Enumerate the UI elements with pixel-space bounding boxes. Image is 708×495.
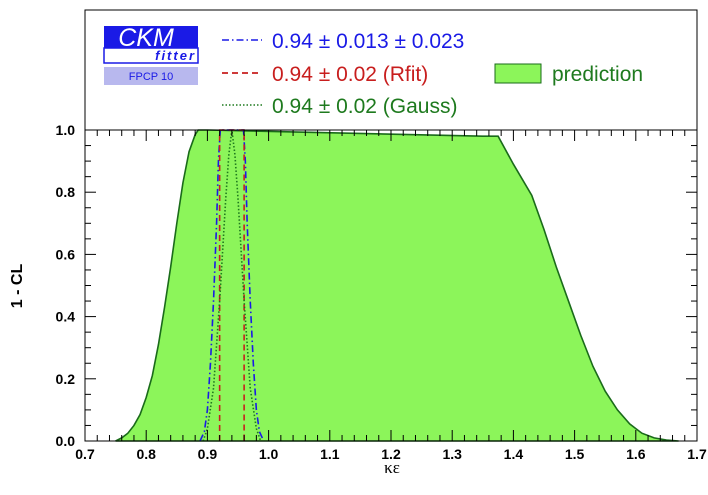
x-tick-label: 1.6 bbox=[626, 446, 646, 462]
legend-swatch-prediction bbox=[494, 63, 542, 84]
y-tick-label: 0.8 bbox=[56, 184, 76, 200]
logo-conf-band bbox=[104, 67, 198, 85]
y-tick-label: 0.0 bbox=[56, 433, 76, 449]
series-layer bbox=[115, 129, 679, 442]
x-tick-label: 0.9 bbox=[198, 446, 218, 462]
x-tick-label: 1.2 bbox=[381, 446, 401, 462]
x-tick-label: 1.1 bbox=[320, 446, 340, 462]
logo-fitter-text: fitter bbox=[155, 48, 196, 63]
legend-label-blue: 0.94 ± 0.013 ± 0.023 bbox=[272, 30, 464, 53]
y-tick-label: 0.4 bbox=[56, 309, 76, 325]
logo-conf-text: FPCP 10 bbox=[129, 71, 173, 83]
x-tick-label: 1.0 bbox=[259, 446, 279, 462]
y-tick-label: 1.0 bbox=[56, 122, 76, 138]
tick-layer: 0.7 0.8 0.9 1.0 1.1 1.2 1.3 1.4 1.5 1.6 1.7 0.0 0.2 0… bbox=[56, 122, 707, 462]
legend-label-red: 0.94 ± 0.02 (Rfit) bbox=[272, 63, 428, 86]
ckmfitter-logo: CKM fitter FPCP 10 bbox=[103, 24, 199, 85]
y-tick-label: 0.2 bbox=[56, 371, 76, 387]
legend-entry-blue: 0.94 ± 0.013 ± 0.023 bbox=[222, 30, 464, 53]
x-tick-label: 0.8 bbox=[136, 446, 156, 462]
x-tick-label: 1.5 bbox=[565, 446, 585, 462]
legend-entry-prediction: prediction bbox=[494, 63, 643, 86]
y-axis-title: 1 - CL bbox=[9, 264, 26, 309]
series-prediction-area bbox=[115, 129, 679, 442]
y-tick-label: 0.6 bbox=[56, 246, 76, 262]
legend-entry-green: 0.94 ± 0.02 (Gauss) bbox=[222, 95, 457, 118]
x-tick-label: 1.4 bbox=[504, 446, 524, 462]
logo-white-band bbox=[103, 47, 199, 64]
legend-entry-red: 0.94 ± 0.02 (Rfit) bbox=[222, 63, 428, 86]
legend-label-prediction: prediction bbox=[552, 63, 643, 86]
x-tick-label: 0.7 bbox=[75, 446, 95, 462]
x-tick-label: 1.7 bbox=[687, 446, 707, 462]
logo-blue-block bbox=[104, 26, 198, 48]
x-tick-label: 1.3 bbox=[442, 446, 462, 462]
legend-label-green: 0.94 ± 0.02 (Gauss) bbox=[272, 95, 457, 118]
x-axis-title: κε bbox=[384, 458, 400, 477]
